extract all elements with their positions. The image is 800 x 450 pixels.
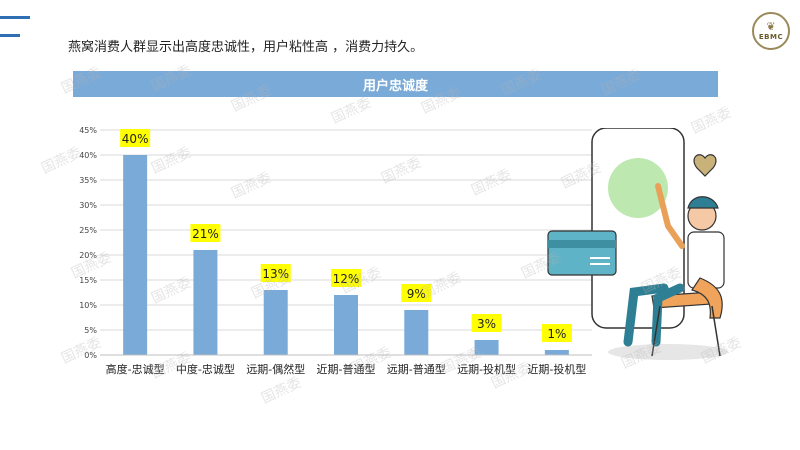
bar xyxy=(263,290,288,355)
bar xyxy=(334,295,358,355)
ebmc-logo: ❦ EBMC xyxy=(752,12,790,50)
bar xyxy=(544,350,569,355)
logo-text: EBMC xyxy=(758,33,784,41)
y-tick-label: 45% xyxy=(79,126,97,135)
category-label: 高度-忠诚型 xyxy=(106,362,165,376)
data-label-bg xyxy=(120,129,151,147)
y-tick-label: 35% xyxy=(79,176,97,185)
category-label: 中度-忠诚型 xyxy=(176,362,235,376)
y-tick-label: 25% xyxy=(79,226,97,235)
y-tick-label: 0% xyxy=(84,351,97,360)
data-label-bg xyxy=(471,314,502,332)
category-label: 远期-投机型 xyxy=(457,362,516,376)
data-label-bg xyxy=(260,264,291,282)
category-label: 远期-普通型 xyxy=(387,362,446,376)
data-label: 1% xyxy=(547,327,566,341)
bar xyxy=(474,340,499,355)
bar xyxy=(123,155,148,355)
data-label: 21% xyxy=(192,227,219,241)
chart-title: 用户忠诚度 xyxy=(362,78,428,94)
accent-bar-top xyxy=(0,16,30,19)
data-label: 9% xyxy=(407,287,426,301)
category-label: 近期-投机型 xyxy=(527,362,586,376)
y-tick-label: 20% xyxy=(79,251,97,260)
phone-user-illustration xyxy=(547,128,728,360)
data-label-bg xyxy=(541,324,572,342)
chart-title-banner: 用户忠诚度 xyxy=(73,71,718,97)
bar xyxy=(404,310,429,355)
data-label: 12% xyxy=(333,272,360,286)
data-label: 3% xyxy=(477,317,496,331)
data-label-bg xyxy=(190,224,221,242)
y-tick-label: 5% xyxy=(84,326,97,335)
y-tick-label: 15% xyxy=(79,276,97,285)
y-tick-label: 30% xyxy=(79,201,97,210)
data-label-bg xyxy=(331,269,361,287)
y-tick-label: 10% xyxy=(79,301,97,310)
bar xyxy=(193,250,218,355)
page-headline: 燕窝消费人群显示出高度忠诚性，用户粘性高 ，消费力持久。 xyxy=(68,40,424,55)
data-label-bg xyxy=(401,284,432,302)
y-tick-label: 40% xyxy=(79,151,97,160)
accent-bar-bottom xyxy=(0,34,20,37)
category-label: 近期-普通型 xyxy=(317,362,376,376)
data-label: 13% xyxy=(262,267,289,281)
category-label: 远期-偶然型 xyxy=(246,362,305,376)
data-label: 40% xyxy=(122,132,149,146)
bird-icon: ❦ xyxy=(766,20,776,33)
